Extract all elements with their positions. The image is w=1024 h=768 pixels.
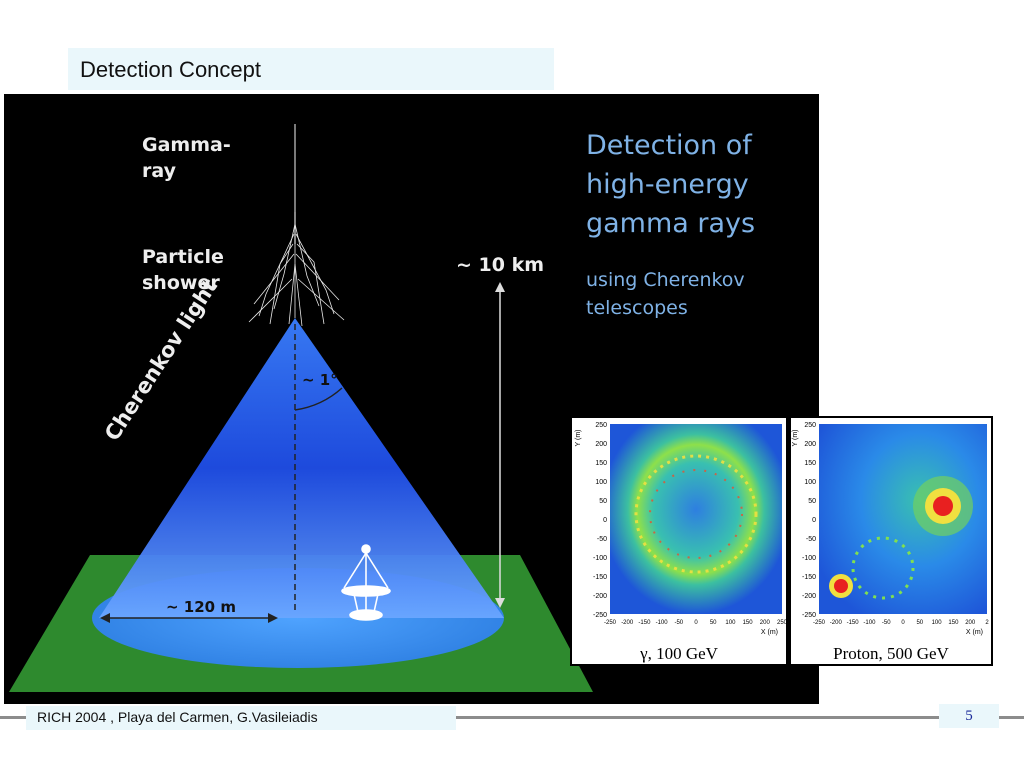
y-tick-label: -200 — [802, 593, 816, 600]
y-tick-label: -250 — [802, 612, 816, 619]
x-tick-label: 100 — [725, 620, 736, 626]
detection-figure: Gamma- ray Particle shower ~ 10 km ~ 1° … — [4, 94, 819, 704]
x-tick-label: 2 — [985, 620, 989, 626]
x-tick-label: -100 — [656, 620, 669, 626]
x-tick-label: -200 — [621, 620, 634, 626]
y-tick-label: 0 — [603, 517, 607, 524]
particle-shower — [248, 212, 345, 327]
y-tick-label: 100 — [595, 479, 607, 486]
y-tick-label: 150 — [595, 460, 607, 467]
y-axis-label: Y (m) — [792, 430, 799, 447]
y-tick-label: -250 — [593, 612, 607, 619]
x-tick-label: 50 — [916, 620, 923, 626]
x-tick-label: 250 — [777, 620, 786, 626]
footer-text: RICH 2004 , Playa del Carmen, G.Vasileia… — [26, 706, 456, 730]
y-tick-label: 50 — [599, 498, 607, 505]
x-tick-label: -200 — [830, 620, 843, 626]
x-tick-label: -250 — [604, 620, 617, 626]
x-tick-label: -150 — [847, 620, 860, 626]
telescope-icon — [341, 544, 391, 621]
y-tick-label: -150 — [593, 574, 607, 581]
y-axis-label: Y (m) — [575, 430, 582, 447]
x-tick-label: 150 — [948, 620, 959, 626]
angle-label: ~ 1° — [302, 371, 338, 389]
gamma-event-plot: 250 200 150 100 50 0 -50 -100 -150 -200 -250 -250 -2… — [570, 416, 788, 666]
x-tick-label: 50 — [710, 620, 717, 626]
y-tick-label: -200 — [593, 593, 607, 600]
x-tick-label: 100 — [932, 620, 943, 626]
y-tick-label: 200 — [595, 441, 607, 448]
height-label: ~ 10 km — [456, 254, 545, 276]
x-axis-label: X (m) — [966, 629, 983, 636]
x-tick-label: 0 — [901, 620, 905, 626]
x-tick-label: -150 — [638, 620, 651, 626]
headline: Detection of high-energy gamma rays — [586, 130, 756, 239]
gamma-ray-label: Gamma- ray — [142, 134, 231, 182]
shower-diagram — [9, 124, 593, 692]
gamma-plot-caption: γ, 100 GeV — [640, 644, 718, 663]
page-number: 5 — [939, 704, 999, 728]
cherenkov-cone — [99, 318, 504, 618]
x-axis-label: X (m) — [761, 629, 778, 636]
x-tick-label: -100 — [863, 620, 876, 626]
y-tick-label: -100 — [802, 555, 816, 562]
subheadline: using Cherenkov telescopes — [586, 269, 745, 319]
y-tick-label: -50 — [597, 536, 607, 543]
particle-shower-label: Particle shower — [142, 246, 224, 294]
x-tick-label: 200 — [760, 620, 771, 626]
x-tick-label: 0 — [694, 620, 698, 626]
footer-divider — [0, 716, 1024, 719]
x-tick-label: 200 — [965, 620, 976, 626]
y-tick-label: 200 — [804, 441, 816, 448]
y-tick-label: -100 — [593, 555, 607, 562]
y-tick-label: 250 — [595, 422, 607, 429]
angle-arc — [294, 387, 343, 411]
x-tick-label: -50 — [674, 620, 683, 626]
y-tick-label: 0 — [812, 517, 816, 524]
x-tick-label: 150 — [743, 620, 754, 626]
x-tick-label: -50 — [882, 620, 891, 626]
proton-plot-caption: Proton, 500 GeV — [833, 644, 949, 663]
y-tick-label: 250 — [804, 422, 816, 429]
x-tick-label: -250 — [813, 620, 826, 626]
slide-title: Detection Concept — [68, 48, 554, 90]
y-tick-label: 150 — [804, 460, 816, 467]
proton-event-plot: 250 200 150 100 50 0 -50 -100 -150 -200 -250 -250 -2… — [789, 416, 993, 666]
height-arrow — [495, 282, 505, 608]
y-tick-label: 100 — [804, 479, 816, 486]
width-label: ~ 120 m — [166, 598, 236, 616]
gamma-heatmap: 250 200 150 100 50 0 -50 -100 -150 -200 -250-250 -2… — [575, 422, 786, 636]
y-tick-label: 50 — [808, 498, 816, 505]
width-arrow — [100, 613, 278, 623]
y-tick-label: -150 — [802, 574, 816, 581]
y-tick-label: -50 — [806, 536, 816, 543]
